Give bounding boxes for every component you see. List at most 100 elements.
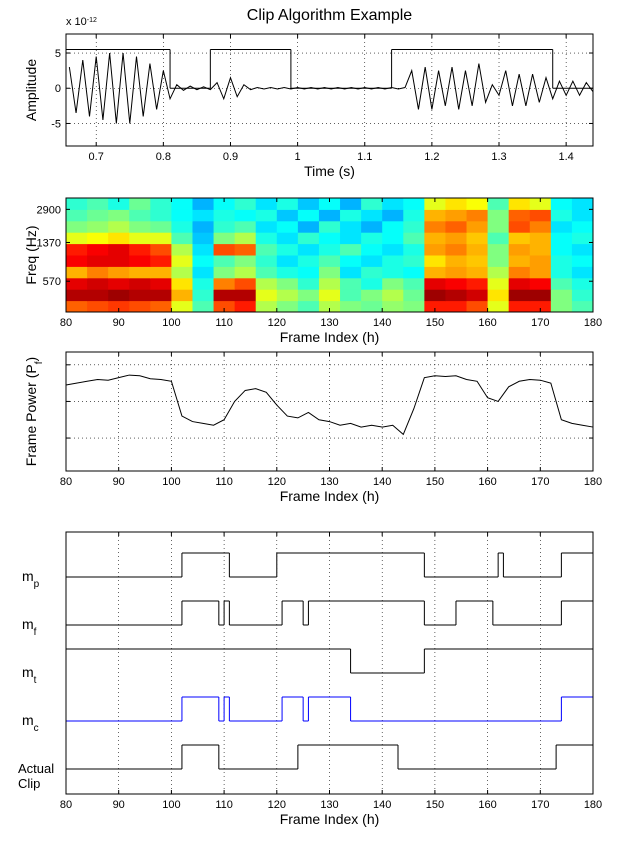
y-tick-label: 2900 [37, 204, 61, 216]
x-tick-label: 80 [60, 317, 72, 329]
heatmap-cell [276, 209, 299, 222]
heatmap-cell [255, 277, 278, 290]
heatmap-cell [529, 198, 552, 210]
heatmap-cell [108, 220, 130, 233]
heatmap-cell [192, 277, 215, 290]
heatmap-cell [276, 255, 299, 267]
heatmap-cell [487, 255, 510, 267]
heatmap-cell [297, 243, 320, 256]
heatmap-cell [466, 277, 489, 290]
x-tick-label: 160 [478, 317, 496, 329]
heatmap-cell [297, 198, 320, 210]
heatmap-cell [403, 220, 425, 233]
heatmap-cell [213, 277, 236, 290]
heatmap-cell [318, 289, 341, 302]
heatmap-cell [213, 255, 236, 267]
heatmap-cell [508, 232, 531, 245]
heatmap-cell [466, 209, 489, 222]
heatmap-cell [66, 277, 88, 290]
lane-label-name: m [22, 568, 34, 584]
x-axis-label: Time (s) [304, 163, 355, 179]
x-tick-label: 110 [215, 476, 233, 488]
heatmap-cell [445, 243, 468, 256]
heatmap-cell [171, 300, 193, 313]
heatmap-cell [550, 198, 573, 210]
heatmap-cell [66, 266, 88, 279]
heatmap-cell [550, 289, 573, 302]
heatmap-cell [424, 243, 446, 256]
x-tick-label: 180 [584, 799, 602, 811]
heatmap-cell [192, 289, 215, 302]
heatmap-cell [255, 255, 278, 267]
heatmap-cell [213, 232, 236, 245]
heatmap-cell [382, 289, 404, 302]
heatmap-cell [445, 255, 468, 267]
x-tick-label: 100 [162, 799, 180, 811]
heatmap-cell [276, 266, 299, 279]
heatmap-cell [192, 243, 215, 256]
lane-label: mp [22, 568, 40, 590]
heatmap-cell [571, 266, 594, 279]
heatmap-cell [466, 220, 489, 233]
heatmap-cell [424, 266, 446, 279]
heatmap-cell [87, 209, 109, 222]
plot-frame [65, 351, 594, 472]
heatmap-cell [340, 255, 362, 267]
heatmap-cell [466, 232, 489, 245]
x-tick-label: 180 [584, 317, 602, 329]
x-tick-label: 0.7 [89, 151, 104, 163]
heatmap-cell [108, 289, 130, 302]
x-tick-label: 100 [162, 317, 180, 329]
heatmap-cell [318, 232, 341, 245]
heatmap-cell [529, 232, 552, 245]
heatmap-cell [234, 243, 257, 256]
heatmap-cell [129, 289, 151, 302]
heatmap-cell [276, 300, 299, 313]
heatmap-cell [171, 243, 193, 256]
heatmap-cell [382, 300, 404, 313]
heatmap-cell [255, 266, 278, 279]
heatmap-cell [318, 209, 341, 222]
lane-label-name: m [22, 712, 34, 728]
heatmap-cell [340, 300, 362, 313]
heatmap-cell [550, 255, 573, 267]
heatmap-cell [171, 232, 193, 245]
heatmap-cell [382, 255, 404, 267]
heatmap-cell [150, 209, 172, 222]
x-tick-label: 160 [478, 799, 496, 811]
heatmap-cell [150, 277, 172, 290]
x-tick-label: 110 [215, 317, 233, 329]
heatmap-cell [192, 255, 215, 267]
x-tick-label: 0.8 [156, 151, 171, 163]
y-tick-label: 1370 [37, 237, 61, 249]
x-tick-label: 150 [426, 799, 444, 811]
heatmap-cell [382, 277, 404, 290]
lane-label-name: m [22, 616, 34, 632]
x-tick-label: 170 [531, 799, 549, 811]
series-line [65, 374, 594, 436]
heatmap-cell [213, 266, 236, 279]
heatmap-cell [129, 220, 151, 233]
heatmap-cell [255, 209, 278, 222]
heatmap-cell [108, 209, 130, 222]
x-tick-label: 140 [373, 476, 391, 488]
heatmap-cell [150, 220, 172, 233]
panel: 80 90 100 110 120 130 140 150 160 170 180 Frame Ind… [23, 351, 602, 504]
heatmap-cell [297, 220, 320, 233]
panel: 80 90 100 110 120 130 140 150 160 170 180mpmfmtmcA… [18, 531, 602, 827]
heatmap-cell [66, 300, 88, 313]
heatmap-cell [108, 232, 130, 245]
heatmap-cell [550, 232, 573, 245]
chart-title: Clip Algorithm Example [247, 7, 413, 24]
heatmap-cell [403, 255, 425, 267]
plot-frame [65, 33, 594, 147]
heatmap-cell [445, 220, 468, 233]
x-tick-label: 120 [268, 476, 286, 488]
heatmap-cell [129, 266, 151, 279]
heatmap-cell [276, 277, 299, 290]
heatmap-cell [87, 243, 109, 256]
heatmap-cell [403, 243, 425, 256]
y-tick-label: -5 [51, 118, 61, 130]
heatmap-cell [108, 255, 130, 267]
